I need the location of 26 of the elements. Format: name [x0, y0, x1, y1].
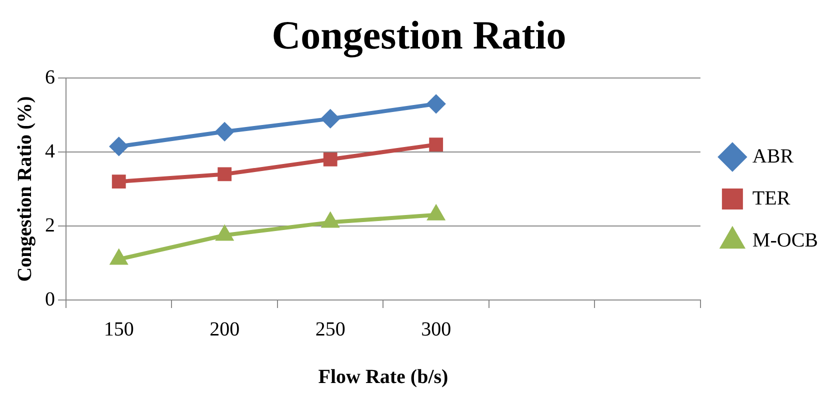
point [427, 94, 446, 113]
legend-label: M-OCB [752, 229, 818, 252]
x-tick-label: 200 [210, 318, 240, 340]
chart-title: Congestion Ratio [272, 12, 566, 58]
point [110, 250, 127, 265]
y-tick-label: 0 [45, 288, 55, 310]
point [112, 174, 126, 189]
point [218, 167, 232, 182]
x-tick-label: 150 [104, 318, 134, 340]
point [110, 137, 128, 156]
point [429, 138, 444, 152]
point [216, 122, 234, 141]
point [428, 206, 444, 220]
x-axis-title: Flow Rate (b/s) [318, 366, 448, 388]
point [216, 226, 233, 241]
legend-label: TER [752, 187, 791, 210]
y-tick-label: 6 [45, 66, 55, 88]
point [322, 213, 338, 228]
y-tick-label: 4 [45, 140, 55, 162]
point [321, 110, 340, 128]
x-tick-label: 250 [315, 318, 346, 340]
point [323, 152, 338, 166]
y-tick-label: 2 [45, 214, 55, 236]
x-tick-label: 300 [421, 318, 452, 340]
legend-label: ABR [752, 145, 794, 168]
y-axis-title: Congestion Ratio (%) [14, 96, 36, 282]
